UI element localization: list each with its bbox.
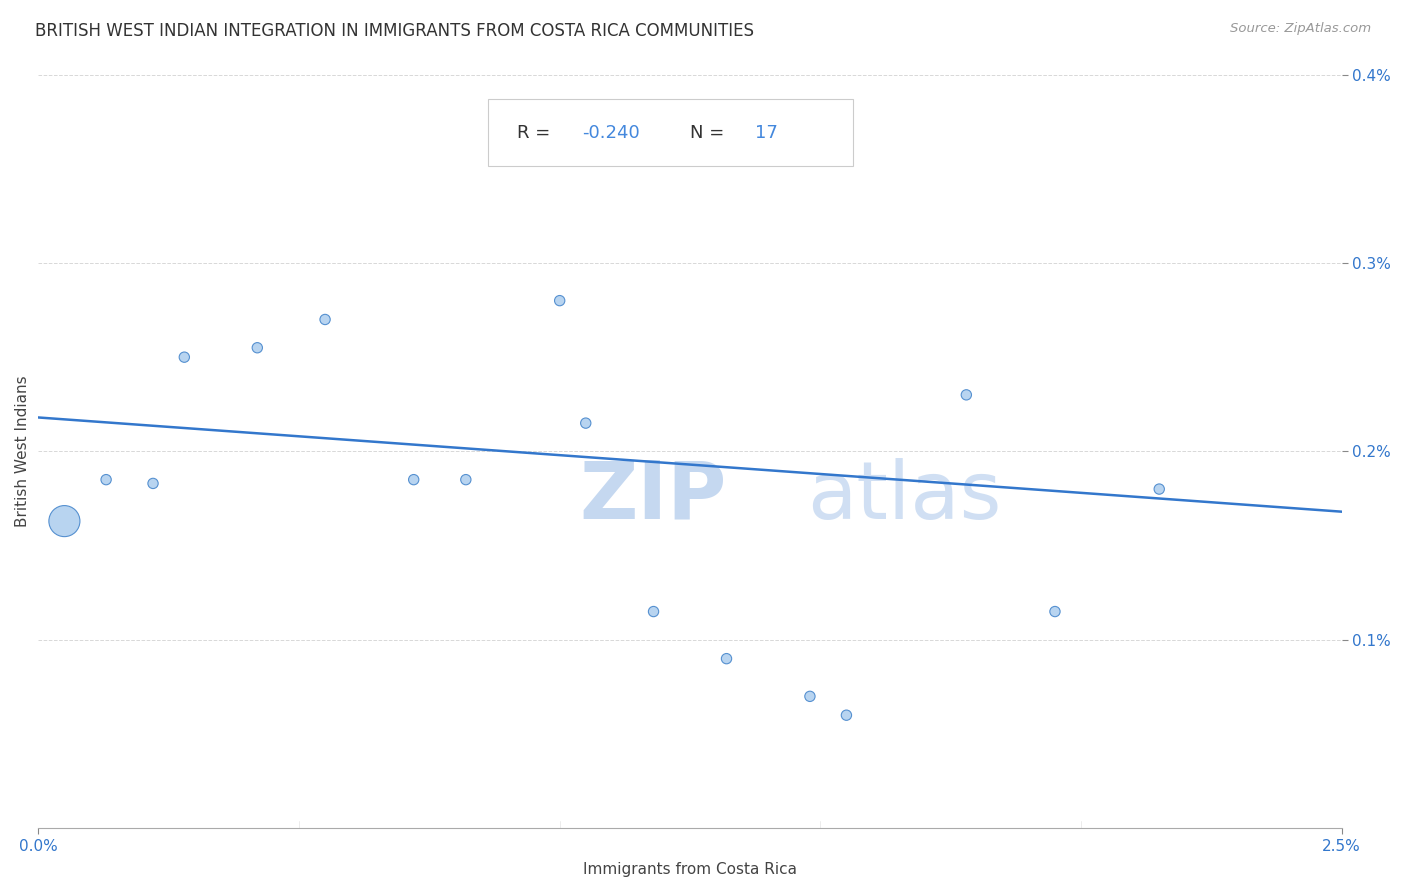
Text: -0.240: -0.240 (582, 124, 640, 142)
Point (246, 341, 269, 355)
Point (1043, 605, 1066, 619)
Point (53, 514, 76, 528)
Point (835, 708, 858, 723)
Point (799, 690, 821, 704)
Text: R =: R = (516, 124, 555, 142)
Point (643, 605, 665, 619)
Point (575, 416, 598, 430)
Point (173, 350, 195, 364)
Point (402, 473, 425, 487)
Text: BRITISH WEST INDIAN INTEGRATION IN IMMIGRANTS FROM COSTA RICA COMMUNITIES: BRITISH WEST INDIAN INTEGRATION IN IMMIG… (35, 22, 754, 40)
Text: atlas: atlas (807, 458, 1001, 535)
Point (94, 473, 117, 487)
Point (955, 388, 977, 402)
Y-axis label: British West Indians: British West Indians (15, 376, 30, 527)
FancyBboxPatch shape (488, 99, 853, 167)
Point (548, 293, 571, 308)
X-axis label: Immigrants from Costa Rica: Immigrants from Costa Rica (583, 862, 797, 877)
Point (314, 312, 336, 326)
Text: N =: N = (690, 124, 730, 142)
Text: 17: 17 (755, 124, 778, 142)
Point (142, 476, 165, 491)
Point (1147, 482, 1170, 496)
Point (716, 651, 738, 665)
Point (454, 473, 477, 487)
Text: Source: ZipAtlas.com: Source: ZipAtlas.com (1230, 22, 1371, 36)
Text: ZIP: ZIP (579, 458, 727, 535)
